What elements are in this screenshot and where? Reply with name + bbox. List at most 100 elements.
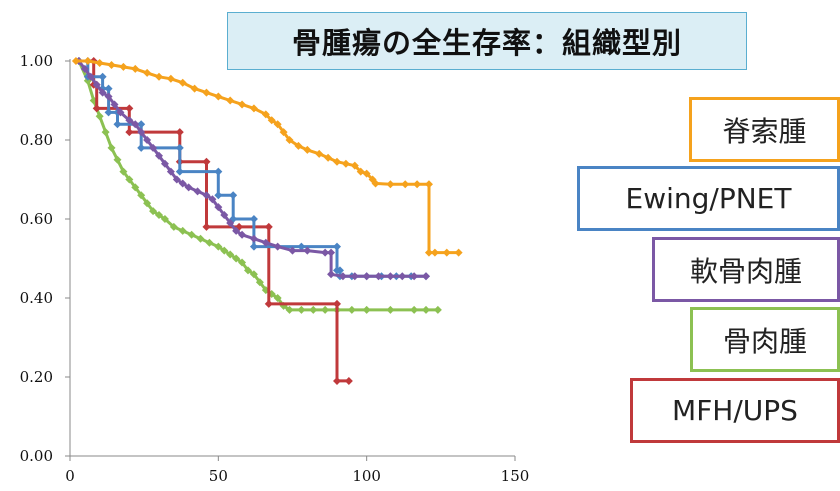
data-point [244, 266, 252, 275]
data-point [454, 248, 463, 257]
data-point [350, 272, 359, 281]
data-point [166, 74, 175, 83]
data-point [143, 136, 152, 144]
data-point [98, 72, 107, 81]
data-point [238, 230, 247, 239]
data-point [160, 215, 169, 223]
data-point [137, 143, 146, 152]
data-point [273, 294, 282, 302]
data-point [249, 215, 258, 223]
data-point [178, 226, 187, 235]
data-point [386, 180, 395, 189]
data-point [338, 272, 347, 281]
data-point [327, 248, 336, 257]
data-point [347, 305, 356, 314]
legend-item-3: 骨肉腫 [690, 307, 840, 372]
data-point [401, 180, 410, 189]
data-point [303, 145, 312, 154]
data-point [371, 179, 380, 188]
data-point [410, 305, 419, 314]
data-point [226, 218, 235, 227]
x-tick-label: 100 [352, 467, 381, 485]
data-point [196, 234, 205, 243]
data-point [398, 272, 407, 281]
series-0 [71, 57, 463, 257]
y-tick-label: 0.20 [20, 368, 53, 386]
data-point [264, 222, 273, 231]
data-point [229, 191, 238, 200]
data-point [149, 143, 158, 152]
data-point [261, 110, 270, 119]
data-point [335, 266, 344, 275]
y-tick-label: 0.80 [20, 131, 53, 149]
data-point [193, 187, 202, 196]
series-line [75, 59, 459, 255]
data-point [249, 270, 258, 279]
data-point [119, 167, 128, 176]
data-point [324, 153, 333, 162]
data-point [214, 167, 223, 176]
data-point [202, 88, 211, 97]
data-point [125, 128, 134, 137]
data-point [113, 120, 122, 129]
data-point [362, 305, 371, 314]
data-point [350, 161, 359, 170]
data-point [202, 157, 211, 166]
data-point [205, 238, 214, 247]
data-point [220, 246, 229, 255]
data-point [424, 248, 433, 257]
data-point [442, 248, 451, 257]
data-point [309, 305, 318, 314]
data-point [125, 116, 134, 125]
data-point [184, 183, 193, 192]
data-point [333, 242, 341, 251]
data-point [175, 128, 184, 137]
data-point [202, 222, 211, 231]
data-point [155, 151, 163, 160]
data-point [143, 68, 152, 77]
data-point [273, 242, 282, 251]
data-point [341, 159, 350, 168]
data-point [155, 211, 163, 220]
data-point [413, 180, 422, 189]
data-point [386, 305, 395, 314]
data-point [321, 305, 330, 314]
data-point [104, 108, 113, 117]
data-point [297, 242, 306, 251]
series-3 [74, 57, 442, 314]
data-point [71, 57, 80, 65]
data-point [104, 92, 113, 101]
data-point [264, 299, 273, 308]
data-point [214, 203, 223, 212]
data-point [255, 278, 264, 287]
data-point [315, 149, 324, 158]
data-point [430, 248, 439, 257]
data-point [101, 128, 110, 137]
data-point [143, 199, 152, 208]
data-point [333, 299, 341, 308]
data-point [285, 136, 294, 144]
data-point [95, 58, 104, 67]
data-point [249, 104, 258, 113]
data-point [175, 167, 184, 176]
series-2 [74, 57, 430, 281]
data-point [178, 179, 187, 188]
series-layer [71, 57, 463, 385]
data-point [297, 305, 306, 314]
data-point [344, 376, 353, 385]
axes: 0.00 0.20 0.40 0.60 0.80 1.00 0 50 100 150 [20, 52, 530, 485]
data-point [80, 64, 89, 73]
data-point [190, 84, 199, 93]
y-tick-label: 0.00 [20, 447, 53, 465]
legend-item-4: MFH/UPS [630, 378, 840, 443]
data-point [294, 141, 303, 150]
y-tick-label: 1.00 [20, 52, 53, 70]
data-point [95, 112, 104, 121]
data-point [178, 78, 187, 87]
data-point [279, 128, 288, 137]
data-point [187, 230, 196, 239]
data-point [226, 250, 235, 259]
series-1 [74, 57, 430, 281]
data-point [249, 234, 258, 243]
data-point [92, 104, 101, 113]
